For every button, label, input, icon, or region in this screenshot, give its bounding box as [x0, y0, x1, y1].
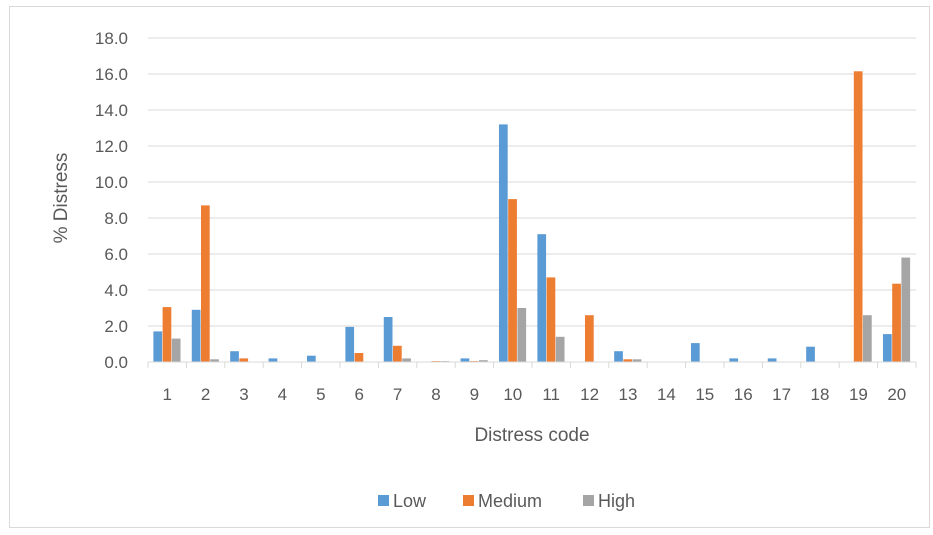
x-tick-label: 16	[734, 385, 753, 404]
bars	[153, 71, 911, 363]
y-tick-label: 8.0	[104, 209, 128, 228]
bar-medium-19	[853, 71, 863, 363]
bar-high-11	[555, 336, 565, 362]
bar-low-1	[153, 331, 163, 362]
x-tick-label: 13	[619, 385, 638, 404]
x-tick-label: 19	[849, 385, 868, 404]
x-tick-label: 14	[657, 385, 676, 404]
chart-area	[9, 6, 930, 528]
bar-low-16	[729, 358, 739, 362]
y-tick-label: 2.0	[104, 317, 128, 336]
x-tick-label: 7	[393, 385, 402, 404]
legend-swatch-medium	[463, 495, 474, 506]
bar-low-11	[537, 234, 547, 362]
bar-high-19	[863, 315, 872, 362]
x-tick-label: 1	[162, 385, 171, 404]
x-tick-label: 20	[887, 385, 906, 404]
bar-high-2	[210, 359, 219, 362]
legend-swatch-high	[583, 495, 594, 506]
bar-low-15	[690, 343, 700, 362]
bar-high-7	[402, 358, 411, 362]
x-tick-label: 18	[811, 385, 830, 404]
x-tick-label: 10	[503, 385, 522, 404]
x-tick-label: 2	[201, 385, 210, 404]
legend-swatch-low	[378, 495, 389, 506]
x-tick-label: 12	[580, 385, 599, 404]
bar-medium-10	[508, 199, 517, 362]
bar-low-4	[268, 358, 278, 362]
bar-low-9	[460, 358, 470, 362]
bar-low-3	[230, 351, 239, 362]
x-tick-label: 15	[695, 385, 714, 404]
bar-high-20	[901, 257, 911, 362]
x-tick-label: 6	[354, 385, 363, 404]
bar-medium-7	[392, 345, 402, 362]
bar-high-1	[171, 338, 181, 362]
legend-label-low: Low	[393, 491, 427, 511]
y-tick-label: 18.0	[95, 29, 128, 48]
y-tick-label: 14.0	[95, 101, 128, 120]
y-axis-title: % Distress	[51, 153, 72, 244]
bar-low-2	[191, 309, 201, 362]
bar-low-7	[383, 317, 393, 362]
axes	[147, 361, 917, 368]
y-tick-label: 6.0	[104, 245, 128, 264]
legend: Low Medium High	[378, 491, 635, 511]
bar-low-17	[767, 358, 777, 362]
bar-low-13	[614, 351, 623, 362]
y-tick-label: 4.0	[104, 281, 128, 300]
bar-medium-20	[892, 283, 901, 362]
bar-low-18	[806, 346, 815, 362]
bar-low-10	[498, 124, 508, 363]
x-tick-label: 4	[278, 385, 287, 404]
x-axis-title: Distress code	[474, 425, 589, 446]
bar-high-10	[517, 308, 527, 362]
x-tick-label: 8	[431, 385, 440, 404]
y-tick-label: 10.0	[95, 173, 128, 192]
bar-medium-12	[584, 315, 594, 362]
bar-high-9	[479, 360, 488, 362]
bar-medium-1	[162, 307, 172, 362]
bar-medium-2	[200, 205, 210, 362]
x-tick-label: 17	[772, 385, 791, 404]
bar-low-6	[345, 326, 355, 362]
bar-high-13	[632, 359, 642, 362]
y-tick-label: 0.0	[104, 353, 128, 372]
y-tick-label: 12.0	[95, 137, 128, 156]
bar-medium-6	[354, 353, 364, 362]
x-tick-label: 5	[316, 385, 325, 404]
legend-label-medium: Medium	[478, 491, 542, 511]
y-tick-labels: 0.0 2.0 4.0 6.0 8.0 10.0 12.0 14.0 16.0 18.0	[95, 29, 128, 372]
y-tick-label: 16.0	[95, 65, 128, 84]
bar-medium-13	[623, 359, 633, 362]
gridlines	[148, 37, 916, 327]
legend-label-high: High	[598, 491, 635, 511]
x-tick-labels: 1 2 3 4 5 6 7 8 9 10 11 12 13 14 15 16 17 18 19 20	[162, 385, 906, 404]
bar-low-5	[306, 355, 316, 362]
x-tick-label: 9	[470, 385, 479, 404]
x-tick-label: 3	[239, 385, 248, 404]
x-tick-label: 11	[542, 385, 560, 404]
bar-medium-3	[239, 358, 249, 362]
bar-low-20	[882, 334, 892, 362]
bar-medium-11	[546, 277, 556, 362]
